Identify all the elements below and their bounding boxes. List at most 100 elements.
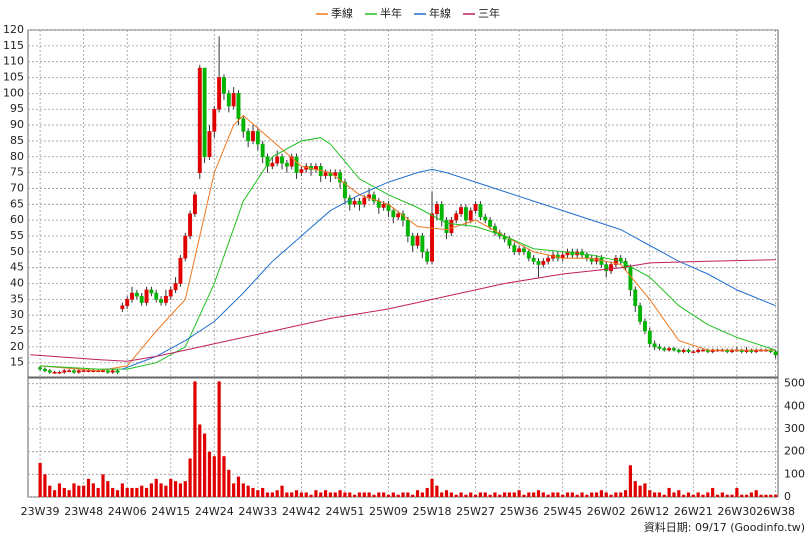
legend-label: 季線 <box>331 6 353 20</box>
legend-label: 年線 <box>429 6 451 20</box>
volume-bar <box>251 487 255 497</box>
candle-body <box>202 67 207 158</box>
volume-bar <box>401 492 405 497</box>
volume-bar <box>430 478 434 497</box>
volume-bar <box>280 485 284 497</box>
x-tick-label: 23W48 <box>64 505 103 518</box>
candle-body <box>642 321 647 332</box>
volume-bar <box>527 492 531 497</box>
candle-body <box>294 156 299 173</box>
candle-body <box>604 264 609 272</box>
y-tick-label: 65 <box>10 197 24 210</box>
candle-body <box>197 67 202 173</box>
volume-bar <box>372 494 376 497</box>
candle-body <box>415 235 420 246</box>
volume-bar <box>623 490 628 497</box>
candle-body <box>192 194 197 215</box>
volume-bar <box>764 494 768 497</box>
volume-bar <box>653 492 657 497</box>
volume-bar <box>667 487 671 497</box>
volume-bar <box>241 483 245 497</box>
volume-bar <box>203 433 207 497</box>
volume-tick-label: 300 <box>784 422 805 435</box>
candle-body <box>212 108 217 132</box>
volume-bar <box>725 494 729 497</box>
volume-bar <box>469 492 473 497</box>
candle-body <box>231 93 236 107</box>
volume-bar <box>454 494 458 497</box>
volume-bar <box>609 494 613 497</box>
volume-bar <box>570 492 574 497</box>
volume-bar <box>164 485 168 497</box>
candle-body <box>275 156 280 164</box>
volume-bar <box>648 490 652 497</box>
x-tick-label: 24W42 <box>282 505 321 518</box>
volume-bar <box>565 492 570 497</box>
volume-bar <box>522 494 526 497</box>
volume-bar <box>348 492 352 497</box>
x-tick-label: 24W15 <box>151 505 190 518</box>
candle-body <box>47 370 52 373</box>
candle-body <box>62 370 67 373</box>
volume-tick-label: 400 <box>784 399 805 412</box>
candle-body <box>667 348 672 351</box>
volume-bar <box>77 485 81 497</box>
volume-bar <box>256 490 260 497</box>
volume-bar <box>188 458 192 497</box>
candle-body <box>144 289 149 303</box>
candle-body <box>420 235 425 253</box>
volume-bar <box>449 492 453 497</box>
volume-bar <box>488 494 492 497</box>
volume-bar <box>140 485 144 497</box>
volume-bar <box>483 492 487 497</box>
volume-bar <box>440 492 444 497</box>
volume-bar <box>720 492 724 497</box>
volume-bar <box>561 494 565 497</box>
volume-bar <box>517 490 521 497</box>
candle-body <box>613 257 618 265</box>
volume-bar <box>169 478 173 497</box>
candle-body <box>342 181 347 199</box>
volume-bar <box>48 485 52 497</box>
y-tick-label: 55 <box>10 229 24 242</box>
volume-bar <box>575 494 579 497</box>
candle-body <box>38 367 43 370</box>
volume-bar <box>309 494 313 497</box>
volume-bar <box>396 494 400 497</box>
volume-bar <box>715 494 720 497</box>
candle-body <box>628 267 633 291</box>
volume-bar <box>67 490 71 497</box>
candle-body <box>260 143 265 158</box>
candle-body <box>454 213 459 221</box>
candle-body <box>459 207 464 215</box>
volume-bar <box>435 485 439 497</box>
y-tick-label: 120 <box>3 23 24 36</box>
candle-body <box>468 210 473 221</box>
y-tick-label: 45 <box>10 261 24 274</box>
volume-bar <box>444 490 449 497</box>
volume-bar <box>735 487 739 497</box>
y-tick-label: 50 <box>10 245 24 258</box>
x-tick-label: 24W33 <box>238 505 277 518</box>
volume-bar <box>222 456 226 497</box>
x-tick-label: 24W06 <box>108 505 147 518</box>
candle-body <box>405 219 410 237</box>
volume-bar <box>130 487 134 497</box>
volume-bar <box>546 494 550 497</box>
volume-bar <box>754 490 758 497</box>
volume-bar <box>328 492 333 497</box>
candle-body <box>473 204 478 211</box>
candle-body <box>168 289 173 297</box>
volume-bar <box>377 492 381 497</box>
candle-body <box>507 238 512 246</box>
candle-body <box>149 289 154 294</box>
candle-body <box>188 213 193 237</box>
x-tick-label: 24W51 <box>325 505 364 518</box>
volume-bar <box>594 492 599 497</box>
candle-body <box>115 370 120 373</box>
candle-body <box>81 370 86 372</box>
candle-body <box>362 197 367 205</box>
y-tick-label: 25 <box>10 324 24 337</box>
volume-bar <box>43 474 47 497</box>
volume-bar <box>294 490 299 497</box>
